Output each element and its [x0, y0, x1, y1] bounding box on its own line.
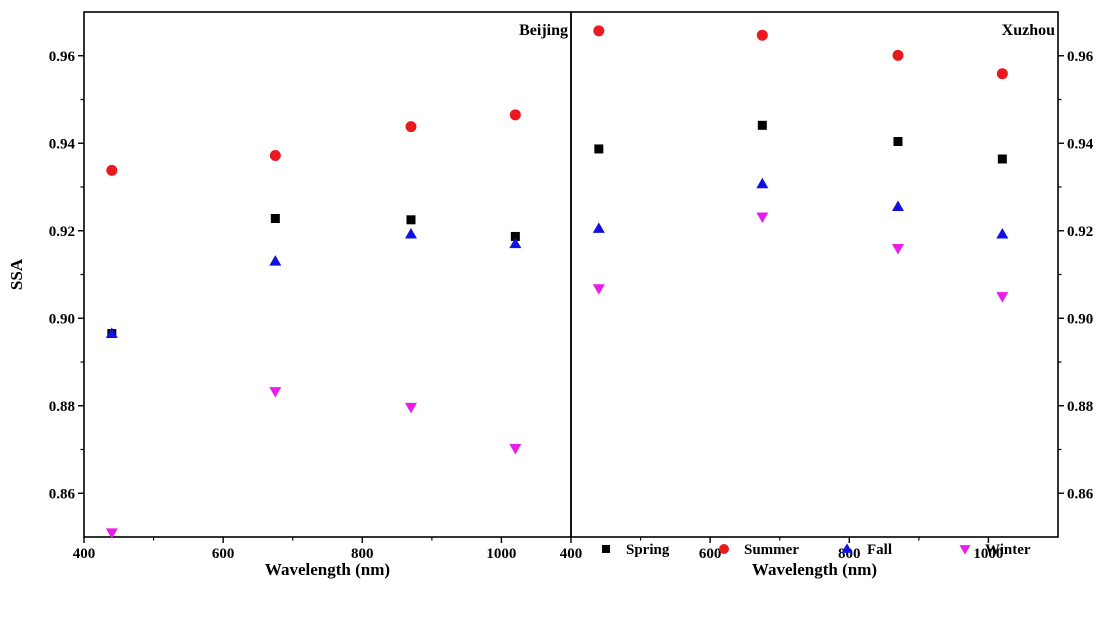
point-fall	[404, 228, 417, 239]
x-tick-label: 400	[560, 546, 583, 562]
panel-title: Xuzhou	[1002, 22, 1055, 39]
point-summer	[593, 25, 605, 37]
x-tick-label: 600	[212, 546, 235, 562]
point-spring	[757, 120, 767, 130]
y-tick-label: 0.96	[49, 49, 76, 65]
plot-frame	[83, 11, 572, 538]
y-tick-label: 0.94	[1067, 136, 1094, 152]
legend-item-fall: Fall	[841, 542, 892, 558]
legend-label: Winter	[985, 542, 1031, 558]
panel-beijing: 400 600 800 1000 0.86 0.88 0.90 0.92 0.94 0.96 Bei…	[7, 11, 572, 579]
legend: Spring Summer Fall Winter	[602, 542, 1031, 558]
point-winter	[269, 387, 282, 398]
point-summer	[892, 49, 904, 61]
point-winter	[105, 528, 118, 539]
y-tick-label: 0.96	[1067, 49, 1094, 65]
point-winter	[996, 292, 1009, 303]
plot-frame	[570, 11, 1059, 538]
y-tick-label: 0.88	[49, 399, 75, 415]
panel-xuzhou: 400 600 800 10000.860.880.900.920.940.96Xuz…	[560, 11, 1094, 579]
y-tick-label: 0.90	[49, 311, 75, 327]
point-winter	[404, 402, 417, 414]
point-summer	[509, 109, 521, 121]
point-fall	[592, 222, 605, 233]
point-fall	[509, 237, 522, 249]
legend-label: Fall	[867, 542, 892, 558]
y-tick-label: 0.94	[49, 136, 76, 152]
point-winter	[509, 443, 522, 455]
point-summer	[996, 68, 1008, 80]
panel-title: Beijing	[519, 22, 568, 39]
y-tick-label: 0.86	[49, 486, 76, 502]
point-fall	[105, 327, 118, 338]
point-summer	[756, 29, 768, 41]
y-tick-label: 0.92	[49, 224, 75, 240]
point-winter	[756, 212, 769, 223]
x-tick-label: 1000	[973, 546, 1003, 562]
point-fall	[269, 255, 282, 266]
x-axis-title: Wavelength (nm)	[265, 560, 390, 579]
point-spring	[406, 215, 416, 225]
legend-item-spring: Spring	[602, 542, 670, 558]
legend-item-summer: Summer	[719, 542, 799, 558]
point-summer	[269, 150, 281, 161]
legend-marker-spring	[602, 545, 610, 553]
x-tick-label: 400	[73, 546, 96, 562]
x-tick-label: 1000	[486, 546, 516, 562]
point-spring	[510, 231, 520, 241]
x-tick-label: 800	[351, 546, 374, 562]
point-spring	[893, 137, 903, 146]
y-tick-label: 0.88	[1067, 399, 1093, 415]
point-fall	[756, 177, 769, 189]
y-tick-label: 0.90	[1067, 311, 1093, 327]
x-axis-title: Wavelength (nm)	[752, 560, 877, 579]
y-tick-label: 0.86	[1067, 486, 1094, 502]
legend-label: Spring	[626, 542, 670, 558]
point-summer	[405, 121, 417, 133]
y-tick-label: 0.92	[1067, 224, 1093, 240]
x-tick-label: 600	[699, 546, 722, 562]
legend-marker-summer	[719, 544, 729, 554]
legend-marker-fall	[841, 543, 853, 553]
point-winter	[891, 244, 904, 255]
point-spring	[997, 154, 1007, 164]
point-fall	[891, 200, 904, 211]
y-axis-title: SSA	[7, 258, 26, 290]
point-spring	[270, 214, 280, 223]
point-spring	[594, 144, 604, 154]
point-winter	[592, 284, 605, 295]
point-fall	[996, 228, 1009, 239]
legend-label: Summer	[744, 542, 799, 558]
legend-item-winter: Winter	[959, 542, 1031, 558]
point-summer	[106, 164, 118, 176]
legend-marker-winter	[959, 545, 971, 555]
